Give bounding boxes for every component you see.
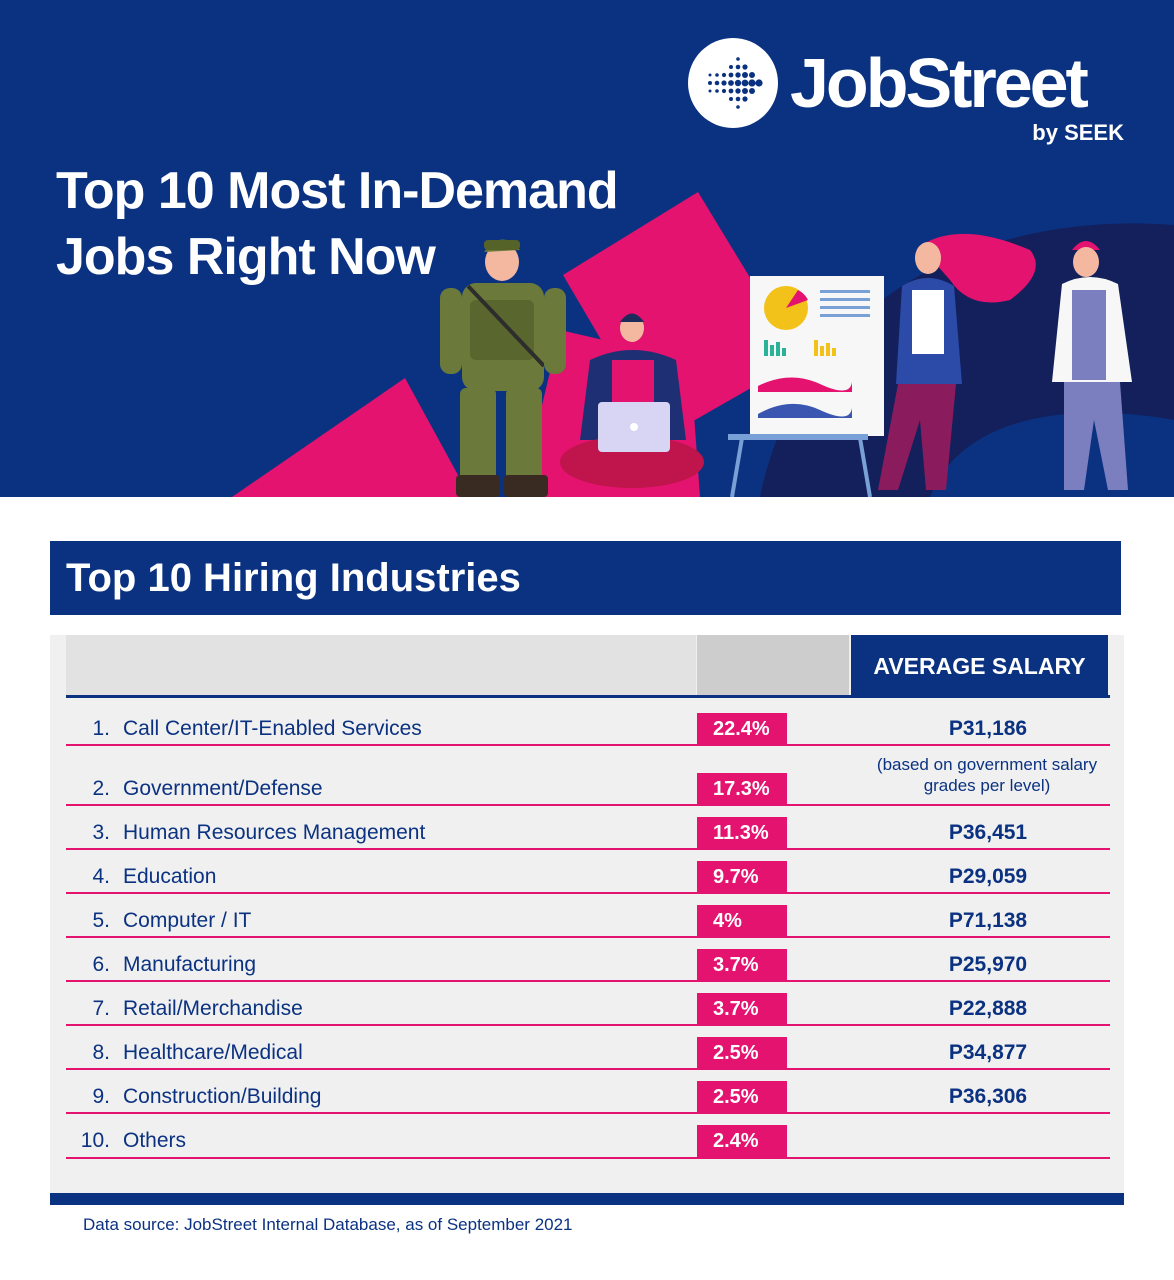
row-share-badge: 9.7% (697, 861, 787, 893)
hero-illustration (232, 192, 1174, 497)
section-title: Top 10 Hiring Industries (50, 541, 1121, 615)
row-salary: P22,888 (948, 997, 1028, 1020)
row-share-badge: 4% (697, 905, 787, 937)
row-rank: 10. (80, 1129, 110, 1152)
row-industry: Call Center/IT-Enabled Services (123, 717, 422, 740)
table-panel (50, 635, 1124, 1194)
row-industry: Education (123, 865, 217, 888)
row-rank: 2. (92, 777, 110, 800)
doctor-figure (1052, 241, 1132, 490)
row-salary: P36,451 (948, 821, 1028, 844)
logo-mark (688, 38, 778, 128)
table-header-divider (66, 695, 1110, 698)
row-salary: P25,970 (948, 953, 1028, 976)
logo-wordmark: JobStreet (790, 44, 1089, 122)
row-industry: Government/Defense (123, 777, 323, 800)
row-rank: 3. (92, 821, 110, 844)
row-share-badge: 3.7% (697, 949, 787, 981)
row-share-badge: 3.7% (697, 993, 787, 1025)
row-rank: 8. (92, 1041, 110, 1064)
laptop-worker-figure (560, 313, 704, 488)
hero-title: Top 10 Most In-Demand Jobs Right Now (56, 158, 676, 290)
arrow-dots-icon (708, 57, 763, 109)
row-divider (66, 1024, 1110, 1026)
row-industry: Construction/Building (123, 1085, 322, 1108)
table-header-salary: AVERAGE SALARY (851, 635, 1108, 695)
row-salary: P34,877 (948, 1041, 1028, 1064)
row-divider (66, 848, 1110, 850)
row-industry: Others (123, 1129, 187, 1152)
easel-chart-board (728, 276, 884, 497)
row-rank: 6. (92, 953, 110, 976)
hero-banner: JobStreet by SEEK Top 10 Most In-Demand … (0, 0, 1174, 497)
row-share-badge: 11.3% (697, 817, 787, 849)
data-source-note: Data source: JobStreet Internal Database… (83, 1215, 573, 1234)
hero-title-line-1: Top 10 Most In-Demand (56, 162, 619, 220)
row-divider (66, 1157, 1110, 1159)
row-industry: Healthcare/Medical (123, 1041, 303, 1064)
table-header-industry (66, 635, 696, 695)
row-share-badge: 2.4% (697, 1125, 787, 1157)
row-rank: 9. (92, 1085, 110, 1108)
hero-title-line-2: Jobs Right Now (56, 228, 436, 286)
row-divider (66, 936, 1110, 938)
row-salary-note: (based on government salary grades per l… (876, 755, 1098, 795)
pink-shape-left (232, 378, 470, 497)
row-divider (66, 744, 1110, 746)
row-rank: 4. (92, 865, 110, 888)
row-salary: P36,306 (948, 1085, 1028, 1108)
row-industry: Human Resources Management (123, 821, 426, 844)
row-industry: Retail/Merchandise (123, 997, 303, 1020)
row-salary: P29,059 (948, 865, 1028, 888)
row-share-badge: 2.5% (697, 1081, 787, 1113)
table-bottom-bar (50, 1193, 1124, 1205)
row-rank: 7. (92, 997, 110, 1020)
row-share-badge: 22.4% (697, 713, 787, 745)
row-divider (66, 804, 1110, 806)
row-salary: P31,186 (948, 717, 1028, 740)
row-divider (66, 1112, 1110, 1114)
row-divider (66, 892, 1110, 894)
jobstreet-logo: JobStreet by SEEK (688, 38, 1128, 148)
row-industry: Manufacturing (123, 953, 257, 976)
soldier-figure (440, 239, 566, 497)
row-industry: Computer / IT (123, 909, 252, 932)
pink-shape-top (563, 192, 800, 440)
row-share-badge: 2.5% (697, 1037, 787, 1069)
row-salary: P71,138 (948, 909, 1028, 932)
logo-byline: by SEEK (1032, 120, 1124, 145)
table-header-share (697, 635, 849, 695)
row-divider (66, 1068, 1110, 1070)
presenter-figure (878, 233, 1036, 490)
row-rank: 5. (92, 909, 110, 932)
row-divider (66, 980, 1110, 982)
row-rank: 1. (92, 717, 110, 740)
row-share-badge: 17.3% (697, 773, 787, 805)
